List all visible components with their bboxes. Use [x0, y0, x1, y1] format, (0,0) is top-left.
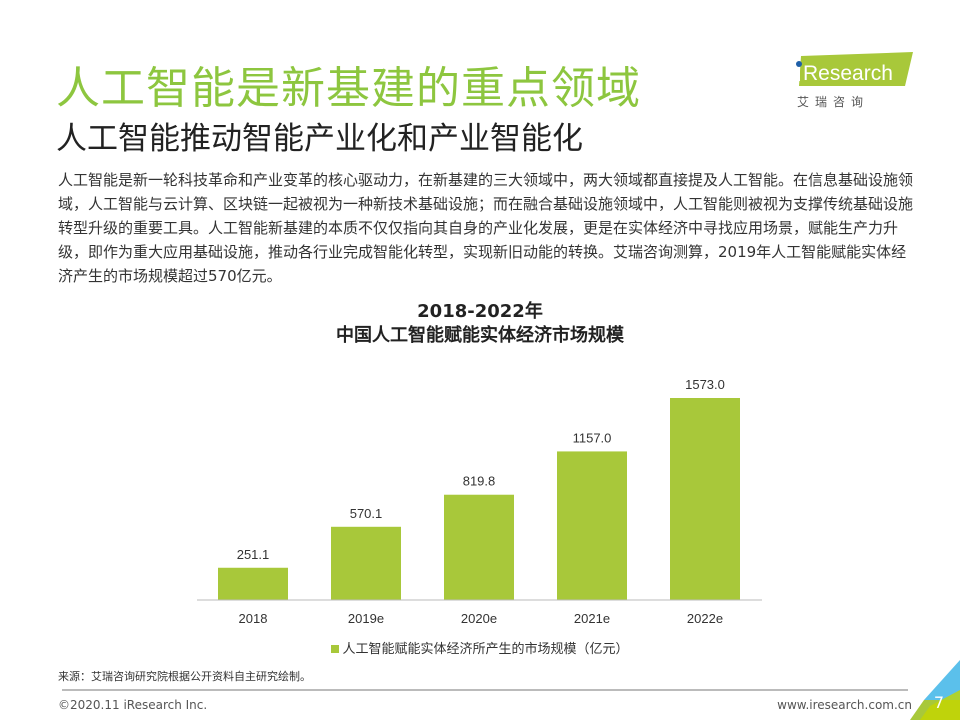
data-label: 570.1 [350, 506, 383, 521]
data-label: 1573.0 [685, 377, 725, 392]
bar [331, 526, 401, 600]
svg-text:Research: Research [803, 62, 893, 85]
legend-label: 人工智能赋能实体经济所产生的市场规模（亿元） [342, 642, 629, 657]
x-tick-label: 2021e [574, 611, 610, 626]
body-paragraph: 人工智能是新一轮科技革命和产业变革的核心驱动力，在新基建的三大领域中，两大领域都… [58, 171, 914, 285]
website-link[interactable]: www.iresearch.com.cn [777, 698, 912, 712]
x-tick-label: 2022e [687, 611, 723, 626]
page-title: 人工智能是新基建的重点领域 [56, 63, 641, 114]
data-label: 1157.0 [573, 430, 612, 445]
bar [444, 494, 514, 600]
legend-swatch [331, 645, 340, 653]
page-subtitle: 人工智能推动智能产业化和产业智能化 [56, 121, 583, 157]
chart-title-line1: 2018-2022年 [417, 301, 543, 322]
x-tick-label: 2020e [461, 611, 497, 626]
bar [670, 398, 740, 600]
footer-divider [62, 689, 908, 691]
x-tick-label: 2019e [348, 611, 384, 626]
copyright: ©2020.11 iResearch Inc. [58, 698, 208, 712]
source-note: 来源：艾瑞咨询研究院根据公开资料自主研究绘制。 [58, 670, 311, 683]
page-number: 7 [933, 693, 944, 712]
bar [557, 451, 627, 600]
data-label: 819.8 [463, 474, 496, 489]
chart-title-line2: 中国人工智能赋能实体经济市场规模 [336, 325, 624, 346]
x-tick-label: 2018 [239, 611, 268, 626]
bar [218, 567, 288, 600]
data-label: 251.1 [237, 547, 270, 562]
chart-title: 2018-2022年 中国人工智能赋能实体经济市场规模 [0, 300, 960, 348]
chart-legend: 人工智能赋能实体经济所产生的市场规模（亿元） [0, 638, 960, 657]
iresearch-logo: Research 艾瑞咨询 [796, 52, 913, 109]
svg-text:艾瑞咨询: 艾瑞咨询 [797, 94, 869, 109]
corner-decoration [910, 660, 960, 720]
